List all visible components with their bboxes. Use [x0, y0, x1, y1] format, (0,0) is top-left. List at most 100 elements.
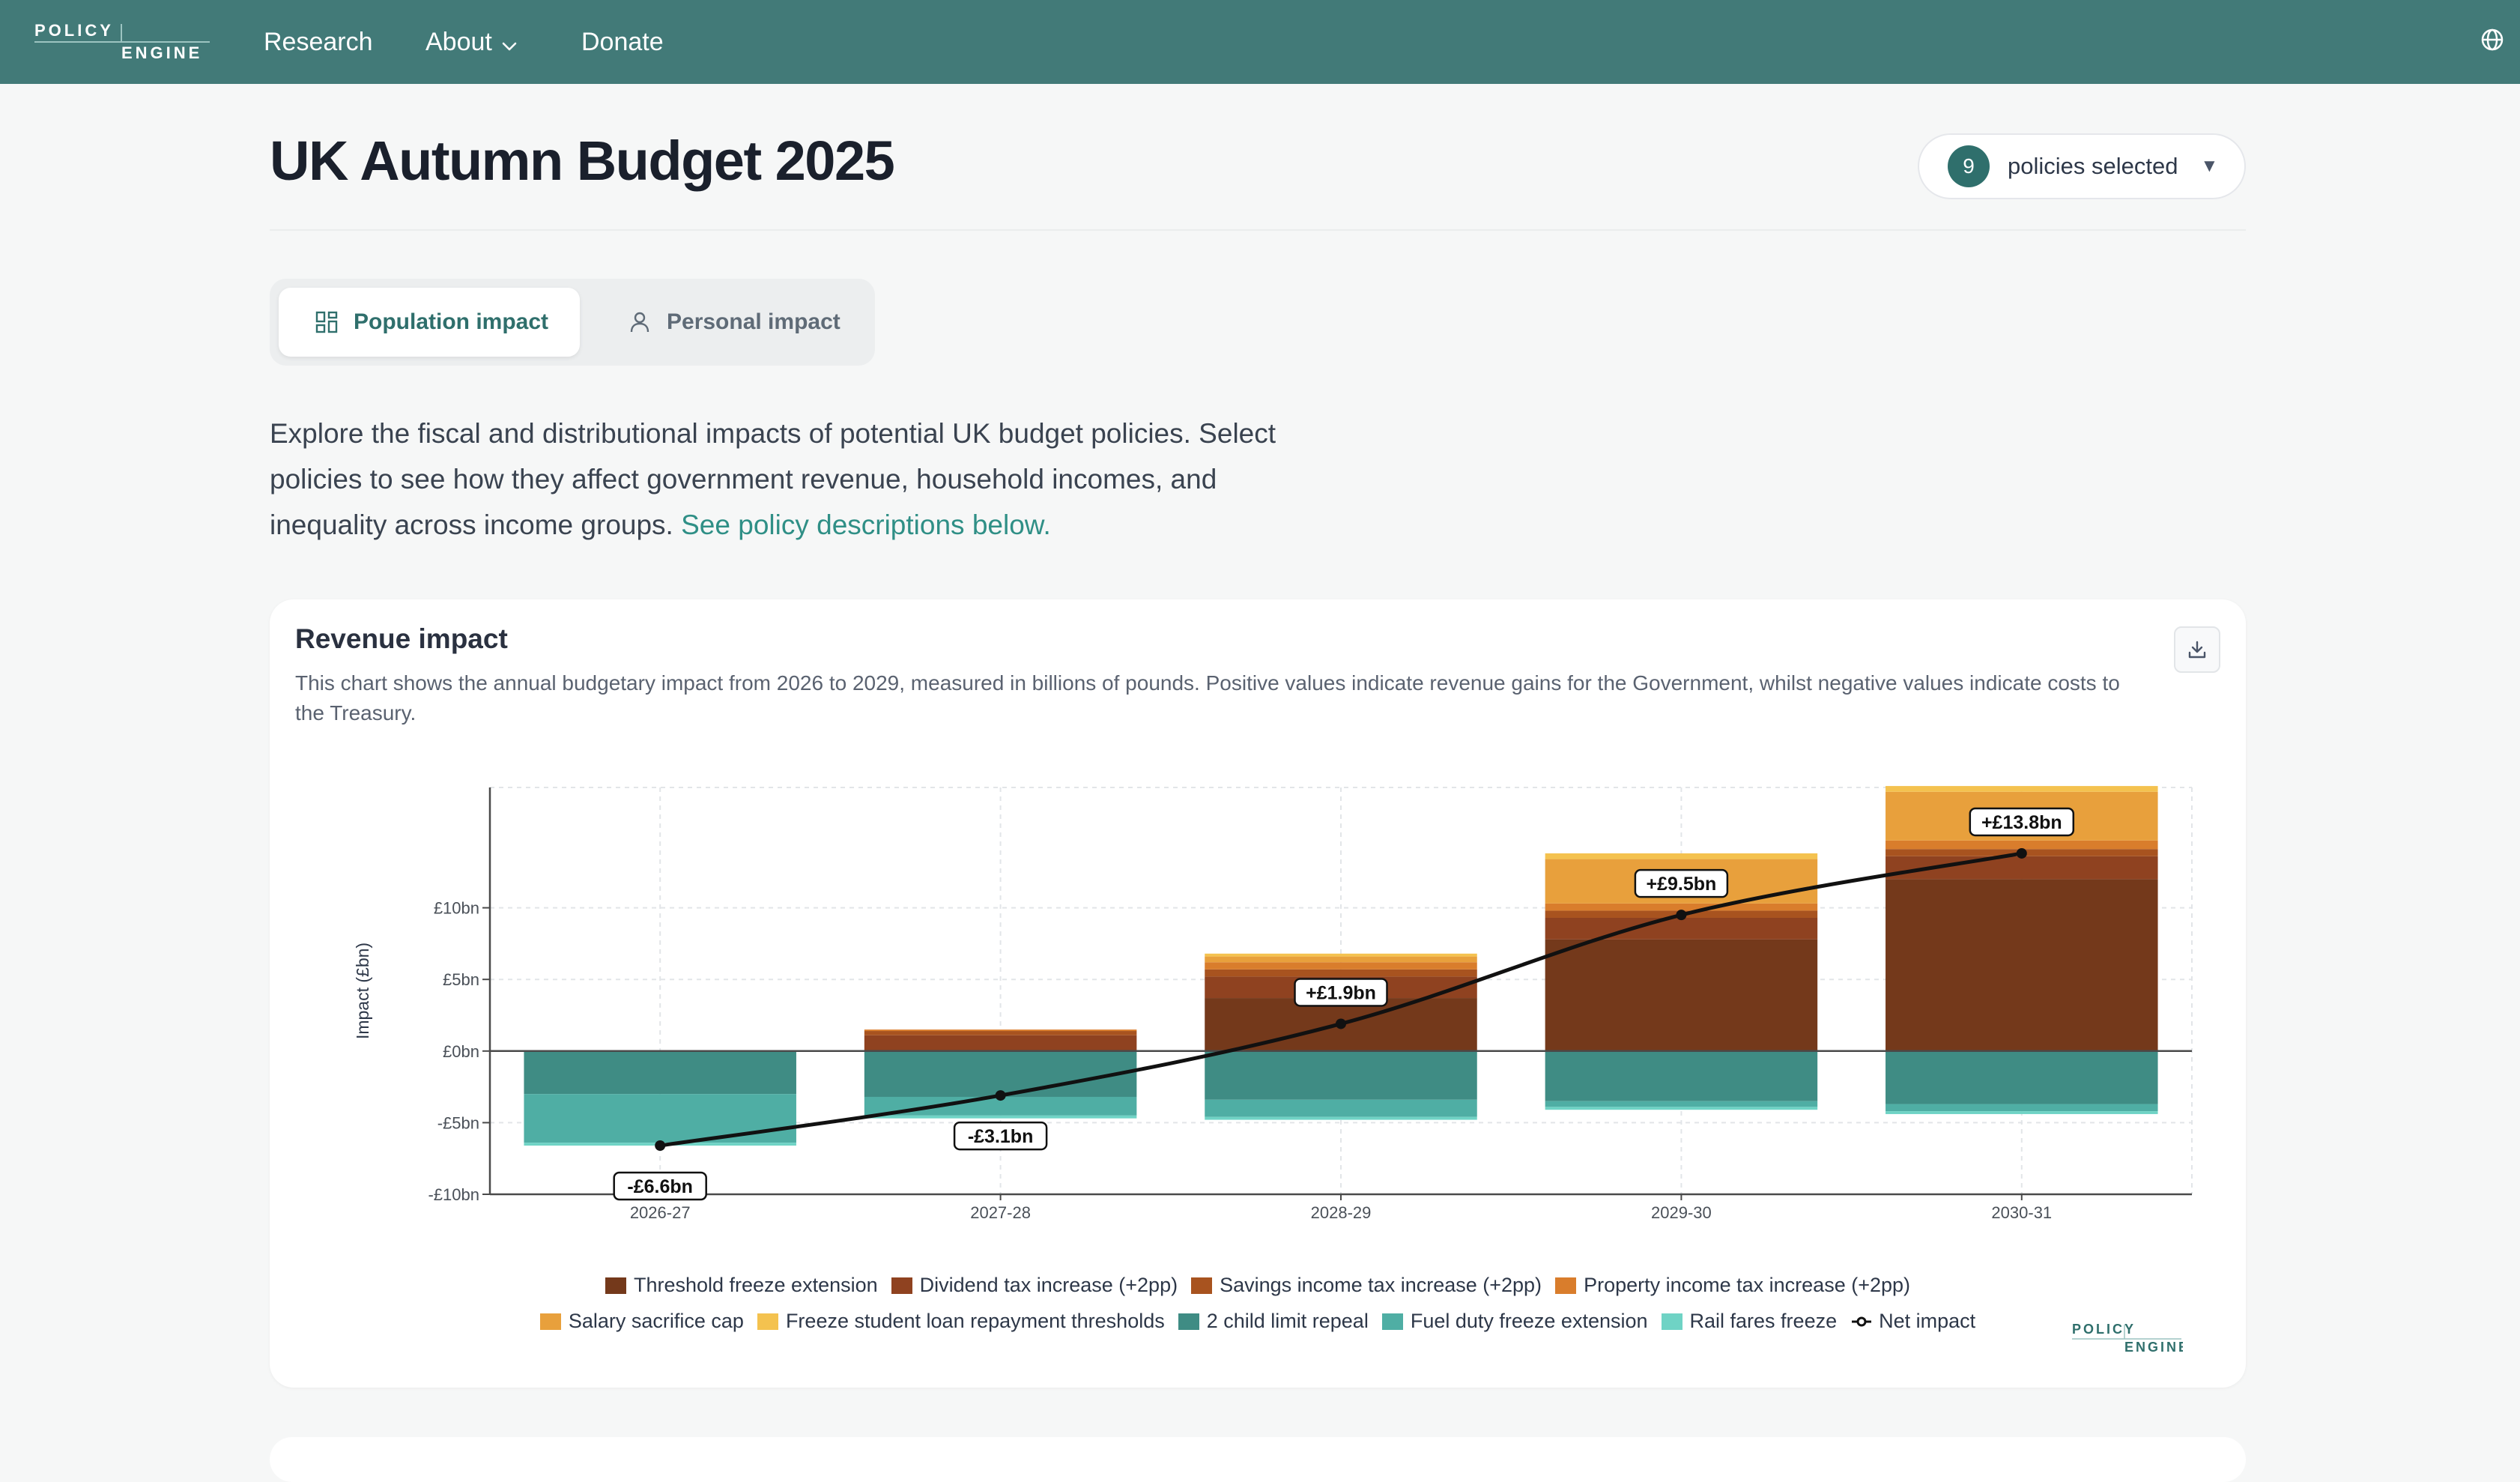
intro-text: Explore the fiscal and distributional im…	[270, 418, 1276, 540]
legend-swatch	[1191, 1277, 1213, 1294]
watermark-bottom-text: ENGINE	[2124, 1340, 2183, 1355]
policy-count-badge: 9	[1948, 145, 1990, 187]
legend-item[interactable]: 2 child limit repeal	[1178, 1310, 1369, 1333]
net-impact-point	[1336, 1018, 1346, 1029]
bar-segment	[1545, 939, 1818, 1051]
legend-label: Fuel duty freeze extension	[1410, 1310, 1648, 1332]
x-tick-label: 2027-28	[970, 1203, 1031, 1222]
legend-label: Net impact	[1879, 1310, 1976, 1332]
policies-selected-dropdown[interactable]: 9 policies selected ▼	[1918, 133, 2246, 199]
net-impact-point	[995, 1090, 1006, 1101]
nav-donate[interactable]: Donate	[581, 28, 664, 56]
legend-swatch	[539, 1313, 561, 1330]
legend-swatch	[1178, 1313, 1199, 1330]
bar-segment	[864, 1035, 1137, 1051]
bar-segment	[1545, 1101, 1818, 1107]
legend-item[interactable]: Freeze student loan repayment thresholds	[757, 1310, 1165, 1333]
legend-item[interactable]: Fuel duty freeze extension	[1381, 1310, 1648, 1333]
bar-segment	[864, 1115, 1137, 1119]
legend-label: Savings income tax increase (+2pp)	[1220, 1274, 1542, 1296]
tab-population-label: Population impact	[354, 309, 549, 334]
net-impact-label: -£3.1bn	[968, 1126, 1034, 1147]
tab-personal-label: Personal impact	[667, 309, 840, 334]
card-description: This chart shows the annual budgetary im…	[295, 671, 2120, 725]
bar-segment	[864, 1029, 1137, 1032]
legend-swatch	[1381, 1313, 1403, 1330]
bar-segment	[864, 1050, 1137, 1097]
legend-label: Freeze student loan repayment thresholds	[785, 1310, 1165, 1332]
net-impact-label: -£6.6bn	[627, 1176, 693, 1197]
net-impact-label-box	[1969, 807, 2075, 837]
watermark-top-text: POLICY	[2072, 1322, 2136, 1337]
net-impact-point	[2016, 847, 2027, 859]
nav-research[interactable]: Research	[264, 28, 373, 56]
net-impact-label: +£9.5bn	[1646, 874, 1716, 895]
intro-paragraph: Explore the fiscal and distributional im…	[270, 411, 1333, 548]
impact-tabs: Population impact Personal impact	[270, 279, 875, 366]
legend-label: Property income tax increase (+2pp)	[1584, 1274, 1911, 1296]
logo-bottom-text: ENGINE	[121, 43, 202, 62]
legend-label: Rail fares freeze	[1689, 1310, 1838, 1332]
bar-segment	[1886, 879, 2158, 1051]
next-card	[270, 1437, 2246, 1482]
net-impact-label-box	[953, 1121, 1048, 1151]
legend-item[interactable]: Rail fares freeze	[1661, 1310, 1838, 1333]
policyengine-logo[interactable]: POLICY ENGINE	[33, 18, 213, 63]
net-impact-label-box	[1634, 868, 1729, 898]
y-tick-label: -£10bn	[428, 1185, 479, 1204]
bar-segment	[1205, 953, 1477, 957]
bar-segment	[1205, 956, 1477, 963]
legend-item[interactable]: Savings income tax increase (+2pp)	[1191, 1274, 1542, 1297]
legend-swatch	[605, 1277, 626, 1294]
tab-population-impact[interactable]: Population impact	[279, 288, 580, 357]
legend-label: Dividend tax increase (+2pp)	[919, 1274, 1178, 1296]
bar-segment	[1545, 917, 1818, 940]
legend-label: 2 child limit repeal	[1206, 1310, 1369, 1332]
bar-segment	[524, 1050, 796, 1095]
net-impact-point	[655, 1140, 666, 1151]
revenue-impact-card: Revenue impact This chart shows the annu…	[270, 599, 2246, 1388]
legend-row: Salary sacrifice cap Freeze student loan …	[270, 1310, 2246, 1333]
legend-item[interactable]: Salary sacrifice cap	[539, 1310, 744, 1333]
top-nav: POLICY ENGINE Research About Donate	[0, 0, 2520, 84]
legend-swatch	[757, 1313, 778, 1330]
card-title: Revenue impact	[295, 623, 508, 654]
grid-icon	[315, 311, 338, 333]
bar-segment	[1886, 1050, 2158, 1104]
bar-segment	[1205, 962, 1477, 970]
x-tick-label: 2026-27	[630, 1203, 691, 1222]
chevron-down-icon	[501, 25, 518, 61]
person-icon	[630, 312, 649, 333]
nav-about[interactable]: About	[425, 24, 518, 61]
net-impact-point	[1676, 910, 1687, 921]
bar-segment	[1205, 1099, 1477, 1117]
bar-segment	[1545, 1107, 1818, 1110]
y-tick-label: £0bn	[443, 1042, 479, 1061]
legend-item[interactable]: Dividend tax increase (+2pp)	[891, 1274, 1178, 1297]
bar-segment	[864, 1031, 1137, 1035]
legend-label: Threshold freeze extension	[633, 1274, 878, 1296]
divider	[270, 229, 2246, 231]
policy-descriptions-link[interactable]: See policy descriptions below.	[681, 509, 1051, 540]
legend-item[interactable]: Net impact	[1850, 1310, 1975, 1333]
download-icon	[2188, 641, 2206, 659]
x-tick-label: 2028-29	[1311, 1203, 1372, 1222]
bar-segment	[1886, 1104, 2158, 1112]
logo-top-text: POLICY	[34, 21, 114, 40]
legend-swatch	[1661, 1313, 1682, 1330]
bar-segment	[1886, 1111, 2158, 1114]
net-impact-label-box	[1294, 978, 1388, 1007]
y-tick-label: £5bn	[443, 970, 479, 989]
globe-icon[interactable]	[2480, 27, 2505, 52]
revenue-chart: -£10bn -£5bn £0bn £5bn £10bn 2026-27 2027-28 20…	[353, 786, 2193, 1222]
tab-personal-impact[interactable]: Personal impact	[607, 288, 846, 357]
legend-swatch	[891, 1277, 912, 1294]
legend-item[interactable]: Property income tax increase (+2pp)	[1555, 1274, 1910, 1297]
net-impact-label: +£1.9bn	[1306, 982, 1376, 1003]
bar-segment	[524, 1094, 796, 1143]
legend-item[interactable]: Threshold freeze extension	[605, 1274, 878, 1297]
y-tick-label: -£5bn	[437, 1113, 479, 1132]
legend-swatch	[1850, 1313, 1873, 1330]
download-button[interactable]	[2174, 626, 2220, 673]
bar-segment	[1545, 853, 1818, 859]
